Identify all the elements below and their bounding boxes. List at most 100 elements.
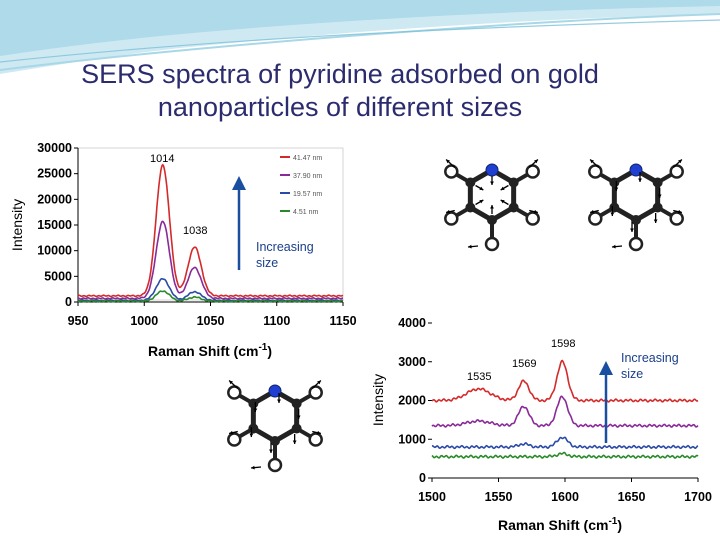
- series-line-1: [431, 359, 699, 403]
- displacement-arrowhead: [630, 228, 634, 232]
- pyridine-mode-2: [588, 159, 684, 252]
- y-tick-label: 15000: [37, 218, 72, 232]
- carbon-atom: [631, 215, 641, 225]
- hydrogen-atom: [525, 164, 540, 179]
- carbon-atom: [248, 423, 259, 434]
- legend-entry: 4.51 nm: [293, 209, 318, 216]
- displacement-arrowhead: [479, 186, 484, 190]
- x-tick-label: 1150: [329, 314, 356, 328]
- displacement-arrowhead: [269, 449, 273, 453]
- carbon-atom: [291, 423, 302, 434]
- displacement-arrowhead: [590, 209, 594, 214]
- hydrogen-atom: [227, 432, 242, 447]
- displacement-arrowhead: [534, 209, 538, 214]
- displacement-arrowhead: [468, 244, 472, 249]
- carbon-atom: [465, 202, 476, 213]
- series-line-2: [431, 395, 699, 428]
- displacement-arrowhead: [229, 430, 233, 435]
- x-tick-label: 1650: [618, 490, 646, 504]
- x-axis-label: Raman Shift (cm-1): [498, 516, 622, 533]
- peak-label: 1014: [150, 153, 174, 165]
- x-tick-label: 1600: [551, 490, 579, 504]
- hydrogen-atom: [525, 211, 540, 226]
- displacement-arrowhead: [296, 415, 301, 419]
- series-line-1: [77, 163, 344, 298]
- displacement-arrowhead: [490, 205, 494, 209]
- chart-high-frequency: 1500 1550 1600 1650 1700 0 1000 2000 3000 4000 Ram…: [370, 316, 712, 533]
- y-tick-label: 3000: [398, 355, 426, 369]
- slide-title-line2: nanoparticles of different sizes: [157, 92, 523, 122]
- displacement-arrowhead: [490, 181, 494, 185]
- y-tick-label: 2000: [398, 394, 426, 408]
- pyridine-mode-3: [227, 380, 323, 473]
- ring-bonds: [611, 167, 661, 223]
- y-tick-label: 20000: [37, 192, 72, 206]
- carbon-atom: [609, 177, 620, 188]
- displacement-arrowhead: [500, 200, 505, 204]
- displacement-arrowhead: [653, 219, 658, 223]
- displacement-arrowhead: [590, 159, 594, 164]
- arrow-label-line2: size: [621, 367, 643, 381]
- carbon-atom: [508, 202, 519, 213]
- series-line-3: [431, 436, 699, 450]
- x-axis-label: Raman Shift (cm-1): [148, 342, 272, 359]
- hydrogen-atom: [669, 164, 684, 179]
- series-line-4: [431, 451, 699, 459]
- displacement-arrowhead: [610, 212, 615, 217]
- hydrogen-atom: [669, 211, 684, 226]
- arrow-label-line1: Increasing: [256, 240, 314, 254]
- legend-entry: 19.57 nm: [293, 191, 322, 198]
- plot-frame: [77, 147, 344, 301]
- slide-title-line1: SERS spectra of pyridine adsorbed on gol…: [81, 59, 599, 89]
- x-tick-label: 1700: [684, 490, 712, 504]
- carbon-atom: [248, 398, 259, 409]
- size-arrow-head: [599, 361, 613, 375]
- hydrogen-atom: [588, 164, 603, 179]
- hydrogen-atom: [308, 432, 323, 447]
- pyridine-mode-1: [444, 159, 540, 252]
- legend-entry: 37.90 nm: [293, 173, 322, 180]
- displacement-arrowhead: [638, 178, 642, 182]
- displacement-arrowhead: [534, 159, 538, 164]
- displacement-arrowhead: [251, 465, 255, 470]
- slide-title: SERS spectra of pyridine adsorbed on gol…: [0, 58, 680, 124]
- series-line-2: [77, 220, 343, 300]
- x-tick-label: 1550: [485, 490, 513, 504]
- carbon-atom: [270, 436, 280, 446]
- peak-label: 1038: [183, 225, 207, 237]
- carbon-atom: [291, 398, 302, 409]
- y-tick-label: 1000: [398, 432, 426, 446]
- y-tick-label: 10000: [37, 244, 72, 258]
- x-tick-label: 1100: [263, 314, 290, 328]
- hydrogen-atom: [484, 236, 500, 252]
- y-tick-label: 25000: [37, 167, 72, 181]
- displacement-arrowhead: [657, 194, 662, 198]
- displacement-arrowhead: [678, 159, 682, 164]
- carbon-atom: [465, 177, 476, 188]
- y-axis-label: Intensity: [370, 374, 386, 426]
- arrow-label-line1: Increasing: [621, 351, 679, 365]
- nitrogen-atom: [268, 384, 282, 398]
- x-tick-label: 1050: [197, 314, 225, 328]
- chart-low-frequency: 950 1000 1050 1100 1150 0 5000 10000 15000 20000 2…: [9, 141, 357, 359]
- carbon-atom: [652, 202, 663, 213]
- hydrogen-atom: [308, 385, 323, 400]
- peak-label: 1598: [551, 338, 575, 350]
- carbon-atom: [508, 177, 519, 188]
- nitrogen-atom: [485, 163, 499, 177]
- displacement-arrowhead: [446, 159, 450, 164]
- peak-label: 1569: [512, 358, 536, 370]
- hydrogen-atom: [628, 236, 644, 252]
- hydrogen-atom: [588, 211, 603, 226]
- displacement-arrowhead: [317, 380, 321, 385]
- hydrogen-atom: [227, 385, 242, 400]
- y-tick-label: 0: [65, 295, 72, 309]
- series-line-3: [77, 278, 344, 302]
- carbon-atom: [652, 177, 663, 188]
- peak-label: 1535: [467, 371, 491, 383]
- displacement-arrowhead: [614, 187, 619, 192]
- legend: 41.47 nm 37.90 nm 19.57 nm 4.51 nm: [280, 155, 322, 216]
- series-line-4: [77, 290, 344, 303]
- y-tick-label: 0: [419, 471, 426, 485]
